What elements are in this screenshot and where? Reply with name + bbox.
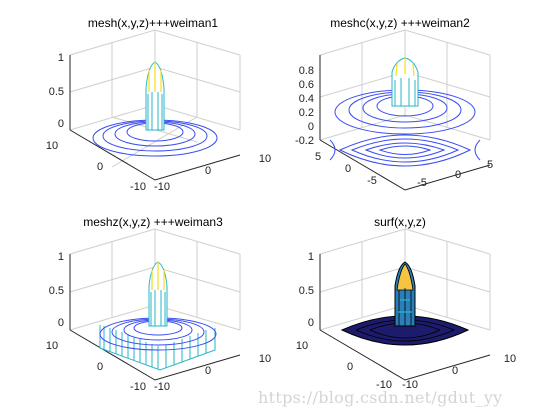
z-tick-label: 0.5	[49, 86, 64, 98]
x-tick-label: 0	[452, 365, 458, 377]
z-tick-labels: 1 0.5 0	[49, 52, 64, 130]
z-tick-label: 1	[308, 251, 314, 263]
x-tick-labels: -5 0 5	[417, 159, 493, 189]
y-tick-label: 0	[97, 361, 103, 373]
x-tick-labels: -10 0 10	[130, 153, 271, 193]
x-tick-label: -10	[130, 181, 146, 193]
curtain	[99, 325, 216, 371]
subplot-meshz: meshz(x,y,z) +++weiman3	[46, 215, 271, 393]
z-tick-label: 1	[58, 52, 64, 64]
subplot-mesh: mesh(x,y,z)+++weiman1	[46, 16, 271, 193]
x-tick-label: 0	[205, 365, 211, 377]
x-tick-label: -5	[417, 177, 427, 189]
x-tick-label: 10	[259, 153, 271, 165]
z-tick-labels: 1 0.5 0	[49, 251, 64, 329]
axes-front	[319, 55, 491, 191]
z-tick-labels: 1 0.5 0	[299, 251, 314, 329]
x-tick-label: 10	[259, 353, 271, 365]
x-tick-label: 0	[455, 169, 461, 181]
z-tick-labels: 0.8 0.6 0.4 0.2 0 -0.2	[295, 65, 314, 147]
z-tick-label: -0.2	[295, 135, 314, 147]
x-tick-label: 0	[205, 165, 211, 177]
y-tick-label: 0	[345, 163, 351, 175]
x-tick-labels: -10 0 10	[130, 353, 271, 393]
surface-mesh	[99, 261, 217, 351]
z-tick-label: 0.5	[49, 285, 64, 297]
y-tick-label: -10	[376, 379, 392, 391]
x-tick-labels: -10 0 10	[402, 353, 516, 391]
z-tick-label: 1	[58, 251, 64, 263]
z-tick-label: 0.5	[299, 285, 314, 297]
y-tick-labels: 10 0 -10	[46, 340, 170, 393]
y-tick-label: 0	[347, 361, 353, 373]
watermark-url: https://blog.csdn.net/gdut_yy	[258, 388, 503, 407]
y-tick-label: 0	[97, 161, 103, 173]
axes-front	[319, 254, 491, 381]
y-tick-label: 5	[315, 151, 321, 163]
surface-mesh	[334, 57, 476, 135]
z-tick-label: 0	[308, 121, 314, 133]
subplot-meshc: meshc(x,y,z) +++weiman2	[295, 16, 493, 191]
y-tick-label: -5	[367, 175, 377, 187]
axes-front	[69, 254, 241, 381]
subplot-title: meshz(x,y,z) +++weiman3	[83, 215, 223, 229]
z-tick-label: 0	[58, 317, 64, 329]
subplot-title: surf(x,y,z)	[374, 215, 426, 229]
y-tick-label: 10	[46, 340, 58, 352]
x-tick-label: -10	[130, 381, 146, 393]
subplot-title: mesh(x,y,z)+++weiman1	[88, 16, 218, 30]
surface-mesh	[92, 61, 218, 157]
z-tick-label: 0.6	[299, 79, 314, 91]
x-tick-label: 5	[487, 159, 493, 171]
y-tick-label: 10	[296, 340, 308, 352]
y-tick-labels: 5 0 -5	[315, 151, 377, 187]
z-tick-label: 0.8	[299, 65, 314, 77]
y-tick-label: 10	[46, 140, 58, 152]
subplot-surf: surf(x,y,z) 1 0.5 0	[296, 215, 516, 391]
y-tick-label: -10	[154, 181, 170, 193]
z-tick-label: 0.2	[299, 107, 314, 119]
z-tick-label: 0	[58, 118, 64, 130]
subplot-title: meshc(x,y,z) +++weiman2	[330, 16, 470, 30]
x-tick-label: -10	[402, 379, 418, 391]
z-tick-label: 0	[308, 317, 314, 329]
axes-front	[69, 55, 241, 181]
x-tick-label: 10	[504, 353, 516, 365]
contour-plot	[329, 134, 481, 167]
surface-surf	[340, 261, 470, 346]
y-tick-labels: 10 0 -10	[296, 340, 392, 391]
y-tick-label: -10	[154, 381, 170, 393]
y-tick-labels: 10 0 -10	[46, 140, 170, 193]
z-tick-label: 0.4	[299, 93, 314, 105]
